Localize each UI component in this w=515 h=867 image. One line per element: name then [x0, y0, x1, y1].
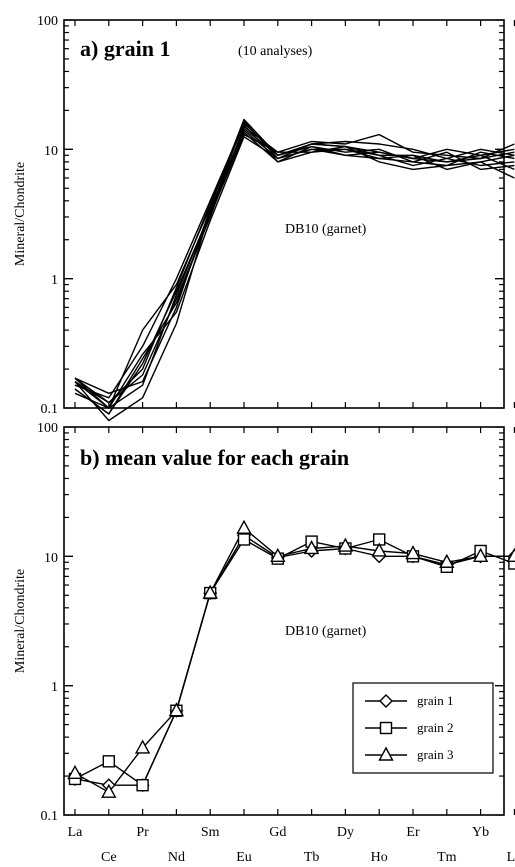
grain-3-point-Lu: [506, 547, 515, 563]
legend-marker-grain-1: [379, 694, 393, 708]
panel-b-frame: [63, 426, 505, 816]
grain-2-point-Eu: [237, 533, 251, 546]
panel-b-xtick-labels: La Ce Pr Nd Sm Eu Gd Tb Dy Ho Er Tm Yb Lu: [68, 825, 515, 865]
grain-2-point-Ce: [102, 755, 116, 768]
panel-a-ytick-0-1: 0.1: [41, 402, 59, 417]
legend-label-grain-1: grain 1: [417, 693, 453, 708]
legend-label-grain-3: grain 3: [417, 747, 453, 762]
panel-b-ylabel: Mineral/Chondrite: [13, 569, 28, 673]
grain-2-point-Pr: [136, 778, 149, 792]
grain-3-point-Pr: [134, 739, 151, 754]
panel-a-frame: [63, 19, 505, 409]
grain-3-point-Ce: [101, 783, 117, 798]
grain-3-point-Yb: [472, 547, 489, 563]
panel-b-ytick-10: 10: [44, 551, 58, 566]
xtick-label-Dy: Dy: [337, 825, 354, 840]
panel-a-ytick-10: 10: [44, 144, 58, 159]
xtick-label-Tb: Tb: [304, 850, 320, 865]
grain-3-point-Dy: [337, 537, 354, 552]
grain-1-analysis-7-line: [74, 127, 515, 422]
legend: grain 1 grain 2 grain 3: [352, 682, 494, 774]
xtick-label-Lu: Lu: [507, 850, 515, 865]
xtick-label-Pr: Pr: [136, 825, 149, 840]
panel-b-ytick-0-1: 0.1: [41, 809, 59, 824]
legend-marker-grain-3: [378, 746, 394, 761]
grain-3-point-Tb: [303, 540, 320, 555]
panel-b-series: [67, 519, 515, 798]
panel-a-series: [74, 118, 515, 422]
grain-3-point-Ho: [371, 542, 387, 557]
grain-1-analysis-10-line: [74, 120, 515, 409]
xtick-label-Sm: Sm: [201, 825, 220, 840]
grain-1-analysis-1-line: [74, 118, 515, 409]
xtick-label-La: La: [68, 825, 84, 840]
panel-a-annotation: DB10 (garnet): [285, 222, 367, 237]
legend-items: [365, 694, 407, 761]
grain-1-analysis-9-line: [74, 133, 515, 415]
panel-a-ytick-1: 1: [51, 273, 58, 288]
panel-a-subtitle: (10 analyses): [238, 44, 313, 59]
panel-b-annotation: DB10 (garnet): [285, 624, 367, 639]
grain-1-analysis-8-line: [74, 123, 515, 404]
xtick-label-Ho: Ho: [371, 850, 388, 865]
panel-a-ylabel: Mineral/Chondrite: [13, 162, 28, 266]
panel-b-title: b) mean value for each grain: [80, 445, 349, 470]
xtick-label-Yb: Yb: [472, 825, 489, 840]
grain-3-point-Gd: [270, 547, 286, 563]
panel-b: 100 10 1 0.1 Mineral/Chondrite b) mean v…: [13, 421, 515, 865]
panel-a-title: a) grain 1: [80, 36, 170, 61]
xtick-label-Nd: Nd: [168, 850, 185, 865]
grain-3-point-Tm: [439, 553, 455, 568]
grain-3-point-Er: [405, 545, 421, 560]
xtick-label-Tm: Tm: [437, 850, 457, 865]
legend-marker-grain-2: [379, 721, 393, 735]
grain-3-point-Nd: [168, 702, 185, 717]
panel-b-ytick-1: 1: [51, 680, 58, 695]
xtick-label-Eu: Eu: [236, 850, 252, 865]
xtick-label-Gd: Gd: [269, 825, 286, 840]
grain-3-point-Sm: [202, 584, 218, 599]
panel-a-ytick-100: 100: [37, 14, 58, 29]
grain-3-point-La: [67, 764, 83, 780]
panel-b-ytick-100: 100: [37, 421, 58, 436]
legend-label-grain-2: grain 2: [417, 720, 453, 735]
xtick-label-Er: Er: [406, 825, 420, 840]
xtick-label-Ce: Ce: [101, 850, 117, 865]
grain-1-analysis-4-line: [74, 131, 515, 394]
panel-a-ticks: [64, 19, 515, 409]
panel-a: 100 10 1 0.1 Mineral/Chondrite a) grain …: [13, 14, 515, 422]
grain-1-analysis-3-line: [74, 125, 515, 404]
grain-3-point-Eu: [236, 519, 252, 534]
